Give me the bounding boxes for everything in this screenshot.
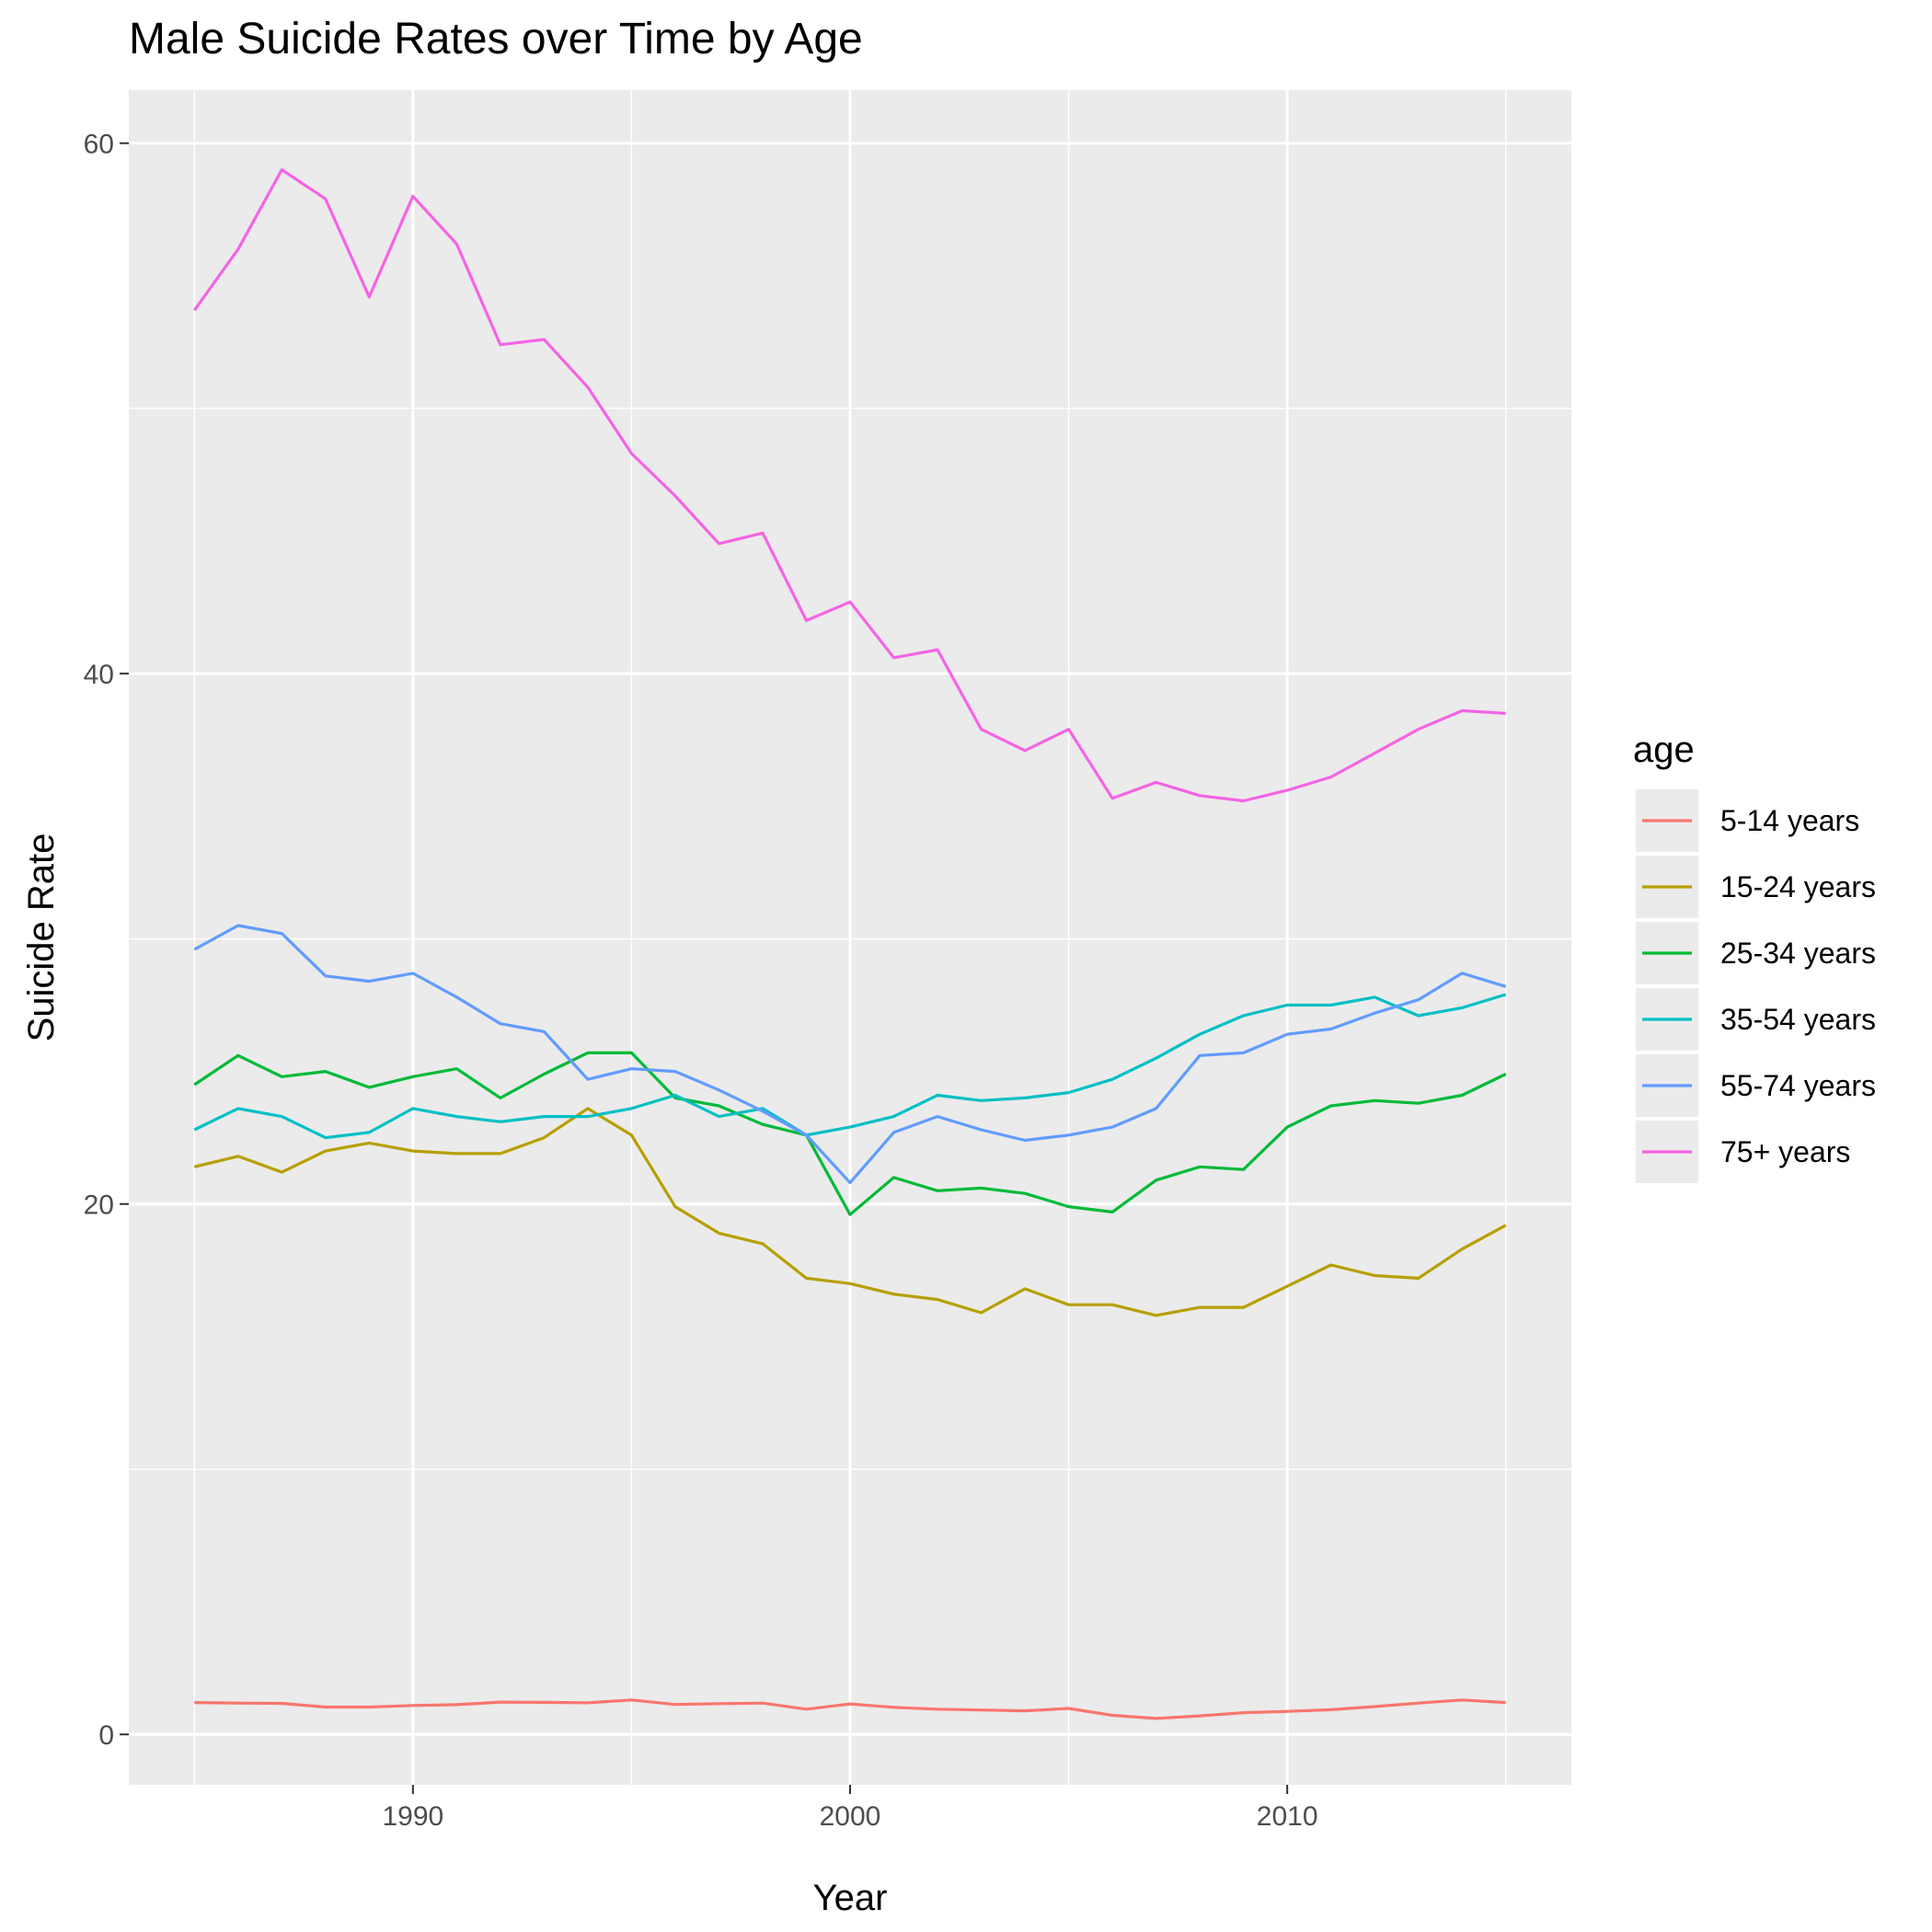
series-line-25-34-years (193, 1051, 1507, 1216)
y-tick-label: 0 (98, 1720, 114, 1751)
y-tick-label: 60 (84, 130, 114, 160)
y-axis-title: Suicide Rate (21, 834, 62, 1042)
axes: 0 20 40 60 1990 2000 2010 (84, 130, 1318, 1832)
legend-title: age (1633, 730, 1695, 770)
series-line-35-54-years (193, 993, 1507, 1140)
legend-label: 15-24 years (1720, 870, 1876, 903)
legend-label: 75+ years (1720, 1135, 1850, 1168)
legend-label: 55-74 years (1720, 1069, 1876, 1102)
legend-label: 5-14 years (1720, 804, 1859, 837)
x-tick-label: 2000 (820, 1801, 881, 1832)
legend-label: 35-54 years (1720, 1003, 1876, 1036)
chart-title: Male Suicide Rates over Time by Age (129, 15, 863, 63)
legend: age 5-14 years 15-24 years 25-34 years 35-5… (1633, 730, 1876, 1183)
x-tick-label: 1990 (382, 1801, 443, 1832)
gridlines (129, 90, 1571, 1785)
series-line-75-years (192, 167, 1506, 803)
series-line-55-74-years (193, 924, 1507, 1185)
series-line-15-24-years (193, 1107, 1507, 1317)
y-tick-label: 20 (84, 1190, 114, 1221)
x-tick-label: 2010 (1257, 1801, 1318, 1832)
series-lines (192, 167, 1507, 1720)
y-tick-label: 40 (84, 660, 114, 690)
x-axis-title: Year (813, 1878, 888, 1918)
series-line-5-14-years (194, 1698, 1506, 1720)
legend-label: 25-34 years (1720, 937, 1876, 970)
